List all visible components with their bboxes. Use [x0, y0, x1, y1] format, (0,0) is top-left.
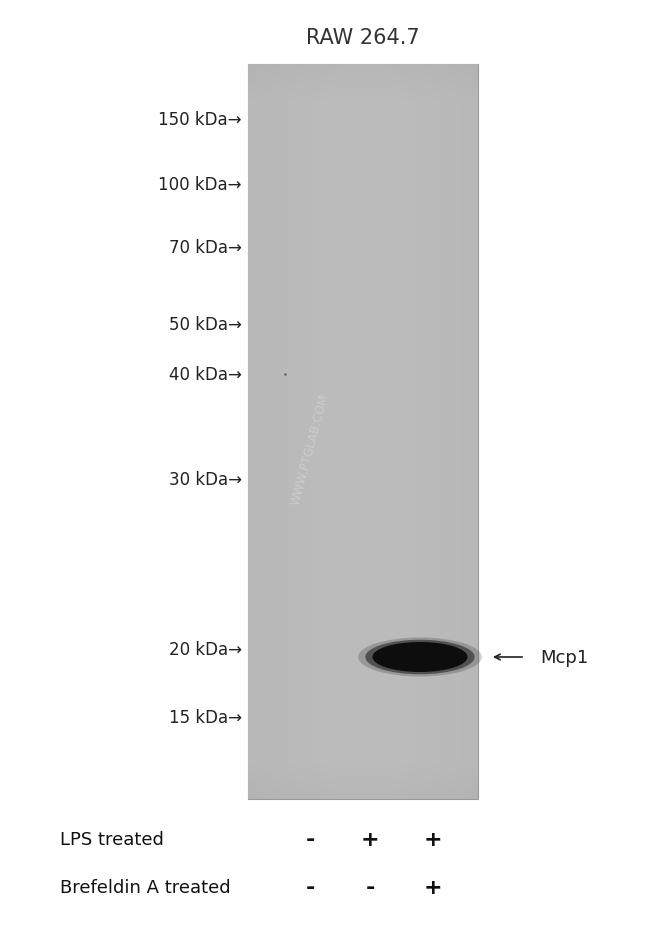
Text: LPS treated: LPS treated [60, 831, 164, 848]
Text: 70 kDa→: 70 kDa→ [169, 238, 242, 257]
Text: 30 kDa→: 30 kDa→ [169, 470, 242, 488]
Text: -: - [306, 877, 315, 897]
Text: +: + [424, 829, 442, 849]
Bar [248, 65, 478, 799]
Ellipse shape [358, 638, 482, 677]
Ellipse shape [372, 642, 467, 672]
Text: 150 kDa→: 150 kDa→ [159, 110, 242, 129]
Text: WWW.PTGLAB.COM: WWW.PTGLAB.COM [289, 393, 331, 507]
Text: +: + [424, 877, 442, 897]
Text: Mcp1: Mcp1 [540, 649, 588, 666]
Text: 50 kDa→: 50 kDa→ [169, 316, 242, 334]
Text: Brefeldin A treated: Brefeldin A treated [60, 878, 231, 896]
Text: +: + [361, 829, 380, 849]
Text: 20 kDa→: 20 kDa→ [169, 640, 242, 658]
Ellipse shape [365, 640, 474, 675]
Text: -: - [365, 877, 374, 897]
Text: -: - [306, 829, 315, 849]
Text: 100 kDa→: 100 kDa→ [159, 175, 242, 194]
Text: 40 kDa→: 40 kDa→ [169, 366, 242, 383]
Text: RAW 264.7: RAW 264.7 [306, 28, 420, 48]
Text: 15 kDa→: 15 kDa→ [169, 708, 242, 727]
